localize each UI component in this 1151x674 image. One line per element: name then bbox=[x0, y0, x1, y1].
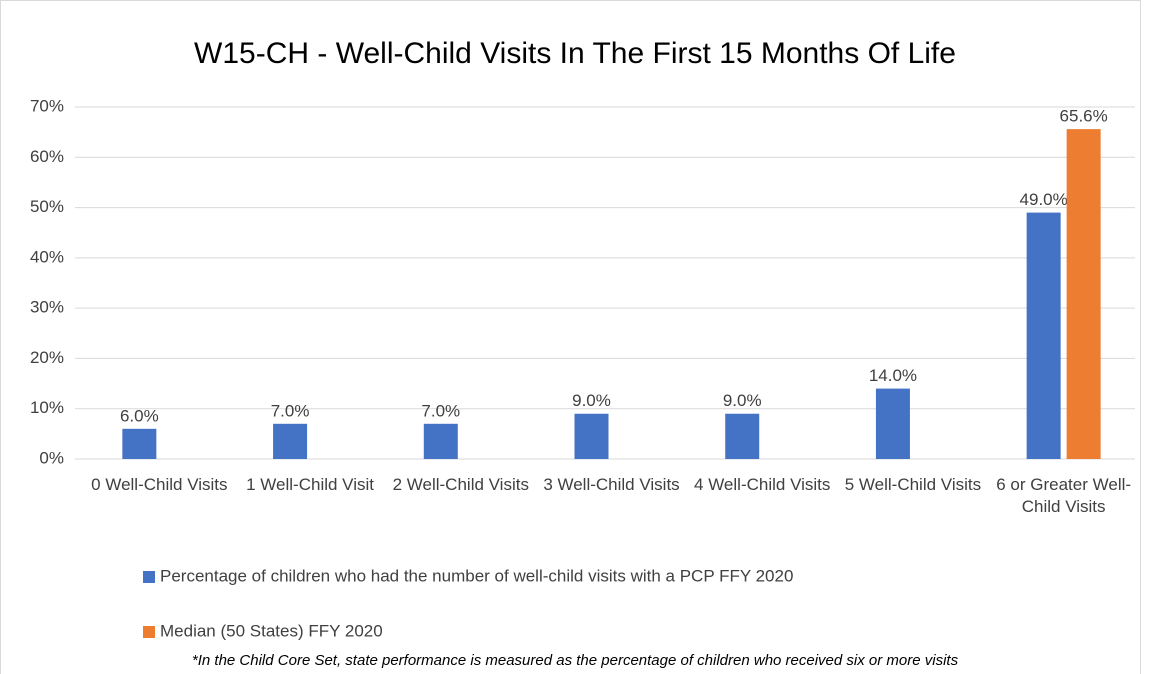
bar bbox=[725, 413, 760, 459]
value-label: 7.0% bbox=[271, 401, 310, 420]
bar bbox=[1066, 129, 1101, 459]
y-tick-label: 20% bbox=[30, 348, 64, 367]
value-label: 14.0% bbox=[869, 366, 917, 385]
x-tick-label: 5 Well-Child Visits bbox=[844, 475, 982, 494]
footnote: *In the Child Core Set, state performanc… bbox=[192, 652, 959, 669]
y-tick-label: 30% bbox=[30, 298, 64, 317]
y-tick-label: 60% bbox=[30, 147, 64, 166]
legend-swatch bbox=[143, 571, 155, 583]
y-tick-label: 10% bbox=[30, 398, 64, 417]
y-tick-label: 70% bbox=[30, 96, 64, 115]
value-label: 49.0% bbox=[1020, 190, 1068, 209]
y-tick-label: 0% bbox=[39, 448, 64, 467]
value-label: 6.0% bbox=[120, 406, 159, 425]
bar bbox=[423, 423, 458, 459]
x-tick-label: 4 Well-Child Visits bbox=[694, 475, 831, 494]
x-tick-label: 3 Well-Child Visits bbox=[543, 475, 680, 494]
value-label: 9.0% bbox=[723, 391, 762, 410]
chart-title: W15-CH - Well-Child Visits In The First … bbox=[194, 37, 956, 70]
legend-label: Percentage of children who had the numbe… bbox=[160, 566, 793, 585]
x-tick-label: 2 Well-Child Visits bbox=[392, 475, 529, 494]
x-tick-label: 6 or Greater Well-Child Visits bbox=[996, 475, 1132, 516]
bar bbox=[273, 423, 308, 459]
bar bbox=[875, 388, 910, 459]
legend-swatch bbox=[143, 626, 155, 638]
value-label: 65.6% bbox=[1060, 107, 1108, 126]
x-tick-label: 0 Well-Child Visits bbox=[91, 475, 228, 494]
value-label: 7.0% bbox=[421, 401, 460, 420]
x-tick-label: 1 Well-Child Visit bbox=[246, 475, 374, 494]
legend-label: Median (50 States) FFY 2020 bbox=[160, 621, 383, 640]
bar bbox=[1026, 212, 1061, 459]
y-tick-label: 50% bbox=[30, 197, 64, 216]
y-tick-label: 40% bbox=[30, 247, 64, 266]
bar bbox=[574, 413, 609, 459]
value-label: 9.0% bbox=[572, 391, 611, 410]
bar bbox=[122, 428, 157, 459]
